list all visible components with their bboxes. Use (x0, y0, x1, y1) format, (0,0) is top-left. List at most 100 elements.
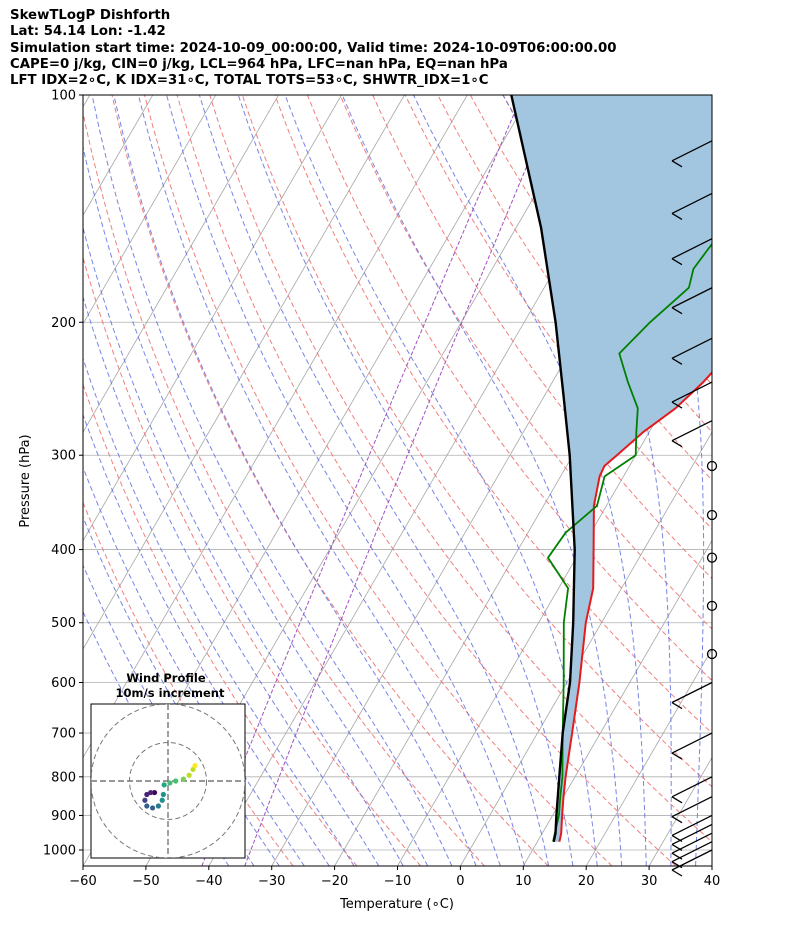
x-tick-label: 20 (578, 874, 595, 889)
moist-adiabat-line (237, 95, 574, 866)
barb-shaft (671, 796, 713, 818)
hodograph-point (159, 797, 165, 803)
moist-adiabat-line (611, 95, 705, 866)
y-tick-label: 600 (51, 676, 76, 691)
hodograph-point (148, 789, 154, 796)
isotherm-line (83, 95, 279, 434)
wind-barb (671, 192, 713, 220)
convective-indices: CAPE=0 j/kg, CIN=0 j/kg, LCL=964 hPa, LF… (10, 56, 508, 72)
isotherm-line (83, 95, 342, 542)
dry-adiabat-line (731, 95, 794, 866)
dry-adiabat-line (339, 95, 712, 630)
x-tick-label: −10 (384, 874, 411, 889)
barb-shaft (671, 776, 713, 798)
wind-barb (671, 849, 713, 877)
barb-shaft (671, 238, 713, 260)
chart-title: SkewTLogP Dishforth (10, 8, 171, 23)
x-axis-ticks: −60 −50 −40 −30 −20 −10 0 10 20 30 40 (69, 866, 720, 889)
barb-shaft (671, 732, 713, 754)
barb-flag (671, 307, 683, 315)
moist-adiabat-line (720, 95, 746, 866)
barb-flag (671, 843, 683, 851)
cin-shaded-area (511, 95, 712, 842)
barb-flag (671, 212, 683, 220)
moist-adiabat-line (83, 225, 404, 866)
cin-shading (511, 95, 712, 842)
hodograph-title: Wind Profile (126, 671, 206, 685)
y-tick-label: 100 (51, 89, 76, 104)
wind-barb (671, 732, 713, 760)
dry-adiabat-line (83, 255, 422, 866)
barb-flag (671, 401, 683, 409)
dry-adiabat-line (111, 95, 549, 866)
y-tick-label: 300 (51, 449, 76, 464)
barb-shaft (671, 832, 713, 854)
x-tick-label: −20 (321, 874, 348, 889)
y-tick-label: 400 (51, 543, 76, 558)
y-axis-label: Pressure (hPa) (18, 434, 33, 527)
moist-adiabat-line (83, 466, 305, 866)
hodograph-inset: Wind Profile 10m/s increment (90, 671, 246, 859)
barb-shaft (671, 681, 713, 704)
moist-adiabat-line (83, 356, 355, 866)
x-tick-label: 10 (515, 874, 532, 889)
dry-adiabat-line (83, 110, 485, 866)
moist-adiabat-line (284, 95, 598, 866)
hodograph-point (144, 803, 150, 809)
barb-flag (671, 160, 683, 168)
x-tick-label: −30 (258, 874, 285, 889)
barb-flag (671, 869, 683, 877)
isotherm-line (522, 539, 712, 866)
x-tick-label: 40 (704, 874, 721, 889)
pressure-gridlines (83, 95, 712, 851)
barb-flag (671, 861, 683, 869)
dry-adiabat-line (83, 383, 358, 866)
barb-shaft (671, 381, 713, 403)
isotherm-line (775, 95, 794, 866)
moist-adiabat-line (137, 95, 501, 866)
barb-flag (671, 440, 683, 448)
wind-barb (671, 681, 713, 710)
barb-shaft (671, 192, 713, 214)
hodograph-point (144, 791, 150, 798)
wind-barb (671, 140, 713, 168)
wind-barb (671, 823, 713, 851)
dry-adiabat-line (372, 95, 712, 580)
barb-flag (671, 357, 683, 365)
wind-barb (671, 337, 713, 365)
parcel-line (510, 95, 576, 842)
wind-barb (671, 796, 713, 824)
barb-flag (671, 701, 683, 710)
y-tick-label: 700 (51, 727, 76, 742)
hodograph-point (151, 789, 158, 796)
dry-adiabat-line (274, 95, 712, 734)
barb-flag (671, 816, 683, 824)
moist-adiabat-line (91, 95, 453, 866)
wind-barb (671, 832, 713, 860)
y-tick-label: 200 (51, 316, 76, 331)
moist-adiabat-line (198, 95, 550, 866)
wind-barb (671, 238, 713, 266)
x-tick-label: −40 (195, 874, 222, 889)
wind-barb (671, 814, 713, 843)
barb-shaft (671, 849, 713, 871)
barb-shaft (671, 814, 713, 837)
wind-barb (671, 776, 713, 804)
wind-barb (671, 381, 713, 409)
hodograph-point (180, 776, 186, 782)
dry-adiabat-line (306, 95, 712, 682)
isotherm-line (585, 648, 712, 866)
wind-barb (671, 287, 713, 315)
isotherm-line (83, 95, 217, 325)
hodograph-point (155, 803, 161, 809)
dewpoint-line (547, 242, 712, 842)
hodograph-points (142, 763, 198, 811)
hodograph-point (150, 805, 156, 811)
moist-adiabat-line (745, 95, 794, 866)
hodograph-point (161, 782, 167, 788)
y-tick-label: 900 (51, 809, 76, 824)
moist-adiabat-line (83, 295, 380, 866)
hodograph-rings (91, 704, 245, 858)
isotherm-line (460, 431, 712, 866)
